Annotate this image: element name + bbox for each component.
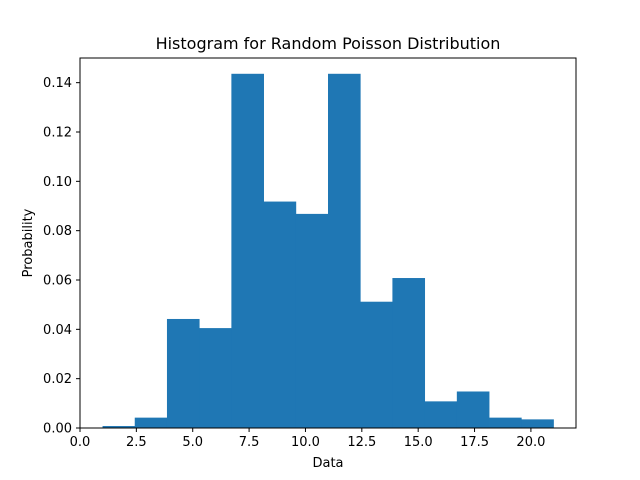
- x-tick-label: 10.0: [291, 435, 320, 450]
- x-tick-label: 12.5: [347, 435, 376, 450]
- x-tick-label: 5.0: [182, 435, 203, 450]
- histogram-bar: [521, 419, 554, 428]
- x-tick-label: 0.0: [70, 435, 91, 450]
- y-tick-label: 0.14: [43, 76, 72, 91]
- x-tick-label: 2.5: [126, 435, 147, 450]
- y-tick-label: 0.04: [43, 323, 72, 338]
- y-axis-label: Probability: [21, 208, 36, 277]
- histogram-bar: [231, 73, 264, 428]
- x-axis-label: Data: [312, 456, 343, 471]
- histogram-bar: [392, 278, 426, 428]
- histogram-bar: [456, 391, 490, 428]
- histogram-bar: [424, 401, 458, 428]
- histogram-bar: [489, 417, 522, 428]
- x-tick-label: 20.0: [516, 435, 545, 450]
- x-tick-label: 15.0: [404, 435, 433, 450]
- y-tick-label: 0.00: [43, 422, 72, 437]
- y-tick-label: 0.06: [43, 274, 72, 289]
- chart-title: Histogram for Random Poisson Distributio…: [156, 34, 501, 53]
- histogram-bar: [263, 201, 297, 428]
- histogram-bar: [102, 426, 136, 428]
- y-tick-label: 0.12: [43, 126, 72, 141]
- x-axis-ticks: 0.0 2.5 5.0 7.5 10.0 12.5 15.0 17.5 20.0: [70, 428, 545, 450]
- histogram-bar: [295, 213, 329, 428]
- plot-frame: [79, 57, 577, 429]
- bars-group: [102, 73, 554, 428]
- histogram-bar: [360, 301, 393, 428]
- y-tick-label: 0.08: [43, 224, 72, 239]
- x-tick-label: 17.5: [460, 435, 489, 450]
- histogram-bar: [328, 73, 361, 428]
- y-tick-label: 0.10: [43, 175, 72, 190]
- y-tick-label: 0.02: [43, 372, 72, 387]
- y-axis-ticks: 0.00 0.02 0.04 0.06 0.08 0.10 0.12 0.14: [43, 76, 80, 437]
- histogram-bar: [166, 318, 200, 428]
- x-tick-label: 7.5: [239, 435, 260, 450]
- histogram-bar: [199, 328, 232, 428]
- histogram-bar: [134, 417, 168, 428]
